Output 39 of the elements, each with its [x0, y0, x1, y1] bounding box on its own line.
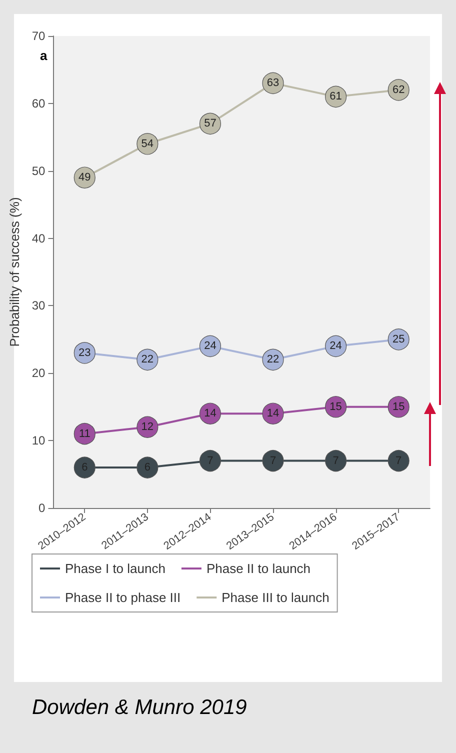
data-label: 22 [266, 354, 280, 366]
legend-label: Phase III to launch [222, 590, 330, 605]
data-label: 23 [78, 346, 91, 359]
data-label: 62 [392, 84, 405, 96]
data-label: 63 [266, 77, 280, 90]
data-label: 24 [204, 340, 216, 352]
data-label: 24 [330, 340, 342, 352]
data-label: 22 [141, 354, 154, 366]
y-tick-label: 60 [32, 96, 46, 110]
data-label: 14 [266, 408, 280, 420]
legend-label: Phase II to phase III [65, 590, 181, 605]
point [199, 450, 222, 472]
data-label: 14 [204, 408, 216, 420]
point [74, 456, 96, 478]
data-label: 57 [204, 118, 216, 130]
y-tick-label: 0 [38, 501, 46, 515]
y-tick-label: 10 [32, 434, 46, 448]
y-axis-title: Probability of success (%) [7, 197, 22, 347]
y-tick-label: 20 [32, 366, 46, 380]
data-label: 15 [330, 400, 342, 413]
y-tick-label: 50 [32, 164, 46, 178]
legend-label: Phase II to launch [206, 561, 311, 576]
point [325, 450, 347, 472]
data-label: 15 [392, 400, 405, 413]
point [136, 456, 158, 478]
data-label: 25 [392, 333, 405, 346]
data-label: 12 [141, 421, 154, 434]
text: a [40, 48, 48, 63]
data-label: 61 [330, 90, 342, 103]
point [262, 450, 284, 472]
y-tick-label: 30 [32, 298, 46, 313]
data-label: 54 [141, 138, 154, 150]
text: Dowden & Munro 2019 [32, 696, 247, 720]
point [388, 450, 410, 472]
data-label: 11 [78, 428, 90, 440]
y-tick-label: 40 [32, 231, 46, 246]
legend-label: Phase I to launch [65, 561, 166, 576]
data-label: 49 [78, 172, 91, 184]
y-tick-label: 70 [32, 29, 46, 43]
